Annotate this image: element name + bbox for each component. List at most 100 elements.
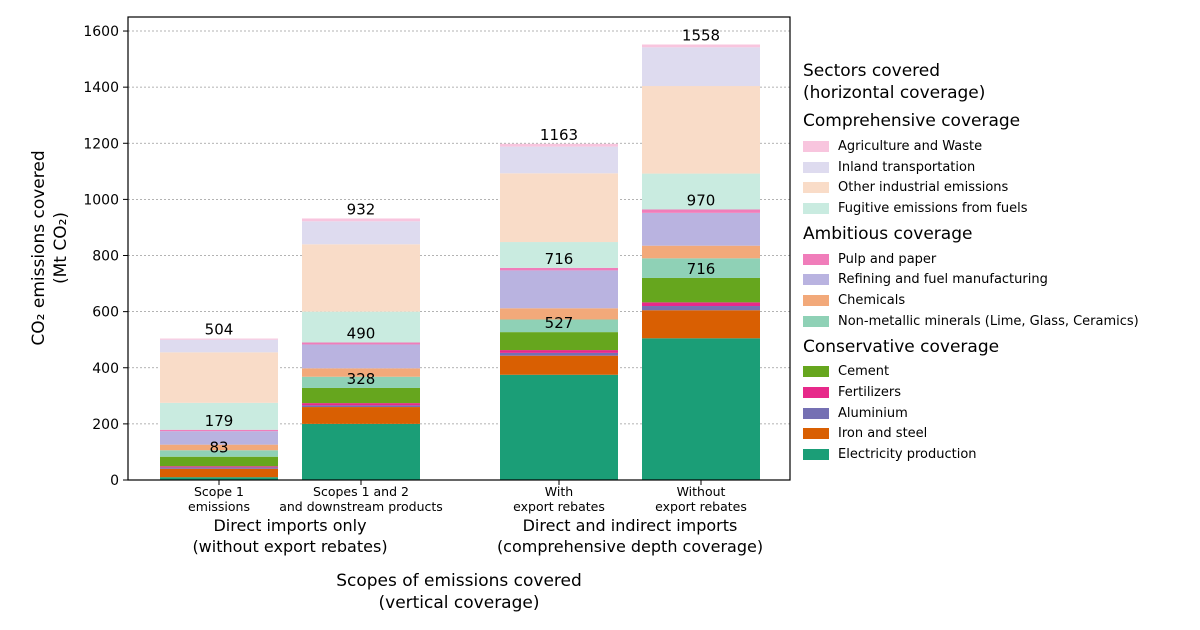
legend-label: Fertilizers [838, 385, 901, 401]
legend-label: Other industrial emissions [838, 180, 1009, 196]
legend-swatch [803, 274, 829, 286]
legend-label: Inland transportation [838, 159, 976, 175]
bar-segment-chemicals-1 [302, 368, 420, 377]
legend-swatch [803, 202, 829, 214]
bar-segment-other-industrial-emissions-2 [500, 173, 618, 243]
bar-segment-fertilizers-1 [302, 403, 420, 406]
bar-segment-refining-and-fuel-manufacturing-2 [500, 270, 618, 309]
bar-segment-other-industrial-emissions-3 [642, 86, 760, 174]
x-category-label-3-line-0: Without [677, 484, 726, 499]
bar-segment-aluminium-3 [642, 306, 760, 311]
total-label: 970 [687, 191, 716, 209]
bar-segment-aluminium-1 [302, 405, 420, 408]
total-label: 328 [347, 370, 376, 388]
group-label-1-line-0: Direct and indirect imports [523, 516, 738, 535]
legend-swatch [803, 428, 829, 440]
bar-segment-cement-2 [500, 332, 618, 351]
legend-group-title: Comprehensive coverage [803, 111, 1021, 131]
legend-label: Electricity production [838, 447, 977, 463]
bar-segment-electricity-production-0 [160, 477, 278, 480]
bar-segment-aluminium-0 [160, 467, 278, 469]
bar-segment-fertilizers-3 [642, 302, 760, 307]
total-label: 527 [545, 314, 574, 332]
bar-segment-iron-and-steel-3 [642, 310, 760, 339]
y-tick-label: 400 [92, 361, 119, 377]
legend-group: Ambitious coverage Pulp and paper Refining… [803, 223, 1193, 332]
bar-segment-inland-transportation-0 [160, 339, 278, 353]
legend-item: Refining and fuel manufacturing [803, 269, 1193, 290]
x-category-label-0-line-1: emissions [188, 499, 250, 514]
bar-segment-fertilizers-2 [500, 350, 618, 353]
bar-segment-pulp-and-paper-1 [302, 342, 420, 345]
bar-segment-agriculture-and-waste-2 [500, 143, 618, 147]
bar-segment-cement-1 [302, 387, 420, 404]
legend-swatch [803, 182, 829, 194]
legend-swatch [803, 253, 829, 265]
bar-segment-aluminium-2 [500, 352, 618, 356]
legend-group-title: Ambitious coverage [803, 223, 973, 244]
x-category-label-2-line-0: With [545, 484, 573, 499]
legend-item: Aluminium [803, 403, 1193, 424]
bar-segment-non-metallic-minerals-lime-glass-ceramics--2 [500, 319, 618, 333]
legend: Sectors covered (horizontal coverage) Co… [803, 60, 1193, 469]
bar-segment-other-industrial-emissions-1 [302, 244, 420, 312]
legend-group-title: Conservative coverage [803, 336, 1000, 357]
bar-segment-cement-3 [642, 277, 760, 303]
legend-item: Fertilizers [803, 382, 1193, 403]
legend-label: Non-metallic minerals (Lime, Glass, Cera… [838, 313, 1139, 329]
bar-segment-agriculture-and-waste-3 [642, 44, 760, 48]
y-tick-label: 1400 [83, 80, 119, 96]
bar-segment-electricity-production-1 [302, 423, 420, 480]
legend-label: Fugitive emissions from fuels [838, 200, 1028, 216]
x-axis-title-line-0: Scopes of emissions covered [336, 571, 582, 591]
group-label-0-line-1: (without export rebates) [192, 537, 387, 556]
bar-segment-refining-and-fuel-manufacturing-1 [302, 344, 420, 369]
total-label: 179 [205, 412, 234, 430]
bar-segment-pulp-and-paper-0 [160, 429, 278, 432]
bar-segment-fugitive-emissions-from-fuels-0 [160, 402, 278, 430]
y-tick-label: 1200 [83, 136, 119, 152]
bar-segment-refining-and-fuel-manufacturing-0 [160, 431, 278, 445]
bar-segment-inland-transportation-2 [500, 146, 618, 174]
bar-segment-fugitive-emissions-from-fuels-1 [302, 311, 420, 343]
bar-segment-iron-and-steel-2 [500, 355, 618, 375]
total-label: 1163 [540, 126, 578, 144]
legend-item: Iron and steel [803, 424, 1193, 445]
y-tick-label: 1600 [83, 24, 119, 40]
legend-swatch [803, 366, 829, 378]
x-category-label-2-line-1: export rebates [513, 499, 605, 514]
legend-item: Pulp and paper [803, 249, 1193, 270]
legend-item: Chemicals [803, 290, 1193, 311]
legend-item: Agriculture and Waste [803, 136, 1193, 157]
y-tick-label: 0 [110, 473, 119, 489]
legend-label: Pulp and paper [838, 251, 937, 267]
bar-segment-fugitive-emissions-from-fuels-3 [642, 173, 760, 210]
x-category-label-1-line-0: Scopes 1 and 2 [313, 484, 409, 499]
bar-segment-chemicals-3 [642, 245, 760, 259]
y-axis-title-line-0: CO₂ emissions covered [29, 150, 49, 345]
legend-label: Refining and fuel manufacturing [838, 272, 1048, 288]
group-label-0-line-0: Direct imports only [213, 516, 366, 535]
bar-segment-fugitive-emissions-from-fuels-2 [500, 242, 618, 268]
x-axis-title-line-1: (vertical coverage) [379, 593, 540, 613]
total-label: 490 [347, 325, 376, 343]
group-label-1-line-1: (comprehensive depth coverage) [497, 537, 763, 556]
legend-item: Other industrial emissions [803, 177, 1193, 198]
legend-group: Comprehensive coverage Agriculture and Wa… [803, 110, 1193, 219]
bar-segment-chemicals-2 [500, 308, 618, 320]
legend-groups: Comprehensive coverage Agriculture and Wa… [803, 110, 1193, 465]
legend-label: Aluminium [838, 405, 908, 421]
total-label: 83 [209, 439, 228, 457]
bar-segment-inland-transportation-1 [302, 221, 420, 245]
bar-segment-non-metallic-minerals-lime-glass-ceramics--3 [642, 258, 760, 278]
bar-segment-refining-and-fuel-manufacturing-3 [642, 212, 760, 246]
legend-item: Fugitive emissions from fuels [803, 198, 1193, 219]
legend-item: Electricity production [803, 444, 1193, 465]
bar-segment-pulp-and-paper-3 [642, 209, 760, 213]
legend-label: Agriculture and Waste [838, 138, 983, 154]
x-category-label-3-line-1: export rebates [655, 499, 747, 514]
bar-segment-cement-0 [160, 456, 278, 467]
legend-swatch [803, 294, 829, 306]
bar-segment-fertilizers-0 [160, 466, 278, 468]
bar-segment-electricity-production-3 [642, 338, 760, 480]
